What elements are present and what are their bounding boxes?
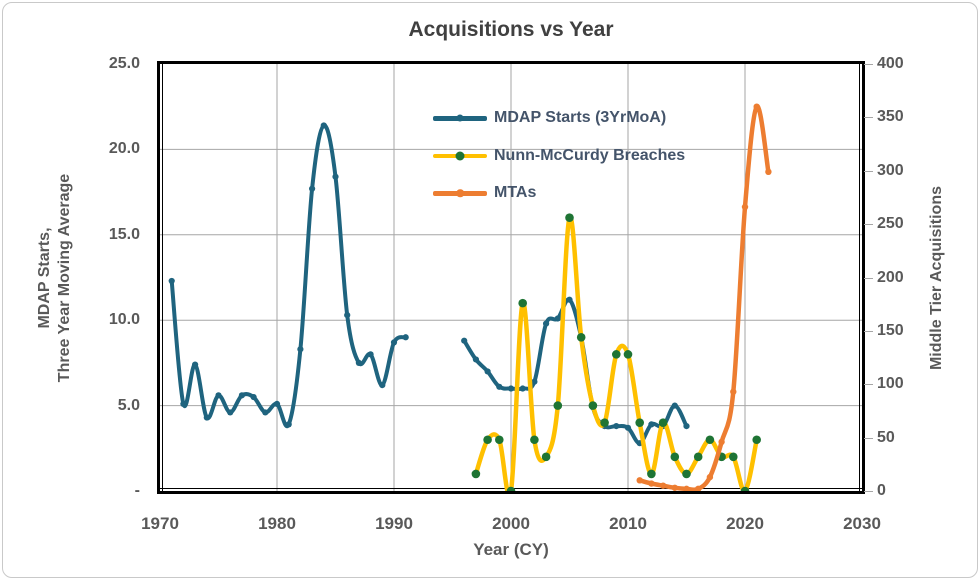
right-axis-tick-mark bbox=[864, 384, 873, 386]
legend-label: Nunn-McCurdy Breaches bbox=[494, 146, 686, 164]
right-axis-tick-label: 350 bbox=[877, 108, 904, 126]
right-axis-tick-label: 250 bbox=[877, 215, 904, 233]
legend-item: MTAs bbox=[433, 181, 536, 205]
legend-marker-icon bbox=[456, 189, 464, 197]
right-axis-tick-label: 300 bbox=[877, 161, 904, 179]
right-axis-tick-mark bbox=[864, 224, 873, 226]
left-axis-title-line2: Three Year Moving Average bbox=[56, 173, 73, 383]
left-axis-tick-label: 5.0 bbox=[117, 396, 140, 414]
right-axis-tick-label: 0 bbox=[877, 482, 886, 499]
legend-label: MDAP Starts (3YrMoA) bbox=[494, 109, 667, 126]
left-axis-tick-label: - bbox=[134, 482, 140, 499]
right-axis-tick-mark bbox=[864, 330, 873, 332]
legend-line-swatch bbox=[433, 106, 487, 130]
right-axis-tick-mark bbox=[864, 491, 873, 492]
x-axis-tick-label: 1990 bbox=[375, 514, 413, 533]
left-axis-title: MDAP Starts, Three Year Moving Average bbox=[35, 174, 75, 382]
x-axis-tick-label: 2020 bbox=[726, 514, 764, 533]
right-axis-tick-mark bbox=[864, 64, 873, 65]
right-axis-tick-mark bbox=[864, 437, 873, 439]
legend-item: Nunn-McCurdy Breaches bbox=[433, 144, 685, 168]
x-axis-tick-label: 2010 bbox=[609, 514, 647, 533]
left-axis-title-line1: MDAP Starts, bbox=[36, 227, 53, 329]
x-axis-tick-label: 1970 bbox=[141, 514, 179, 533]
legend-item: MDAP Starts (3YrMoA) bbox=[433, 106, 666, 130]
legend-line-swatch bbox=[433, 144, 487, 168]
legend-line-swatch bbox=[433, 181, 487, 205]
left-axis-tick-label: 25.0 bbox=[108, 55, 140, 72]
chart-canvas bbox=[160, 64, 862, 491]
chart-title: Acquisitions vs Year bbox=[408, 18, 614, 41]
right-axis-tick-mark bbox=[864, 117, 873, 119]
right-axis-tick-label: 400 bbox=[877, 55, 904, 72]
x-axis-tick-label: 2000 bbox=[492, 514, 530, 533]
series-mtas bbox=[636, 103, 772, 491]
x-axis-title: Year (CY) bbox=[473, 540, 549, 559]
right-axis-tick-label: 50 bbox=[877, 428, 895, 446]
series-nunn-mccurdy-breaches bbox=[471, 213, 761, 491]
left-axis-tick-label: 20.0 bbox=[108, 140, 140, 158]
right-axis-tick-label: 200 bbox=[877, 268, 904, 286]
legend-marker-icon bbox=[455, 151, 465, 160]
left-axis-tick-label: 15.0 bbox=[108, 225, 140, 243]
right-axis-tick-mark bbox=[864, 170, 873, 172]
legend-marker-icon bbox=[456, 114, 464, 122]
x-axis-tick-label: 2030 bbox=[843, 514, 881, 533]
plot-area bbox=[157, 61, 865, 494]
left-axis-tick-label: 10.0 bbox=[108, 311, 140, 329]
right-axis-tick-mark bbox=[864, 277, 873, 279]
x-axis-tick-label: 1980 bbox=[258, 514, 296, 533]
legend-label: MTAs bbox=[494, 184, 537, 201]
right-axis-tick-label: 100 bbox=[877, 375, 904, 393]
right-axis-tick-label: 150 bbox=[877, 321, 904, 339]
